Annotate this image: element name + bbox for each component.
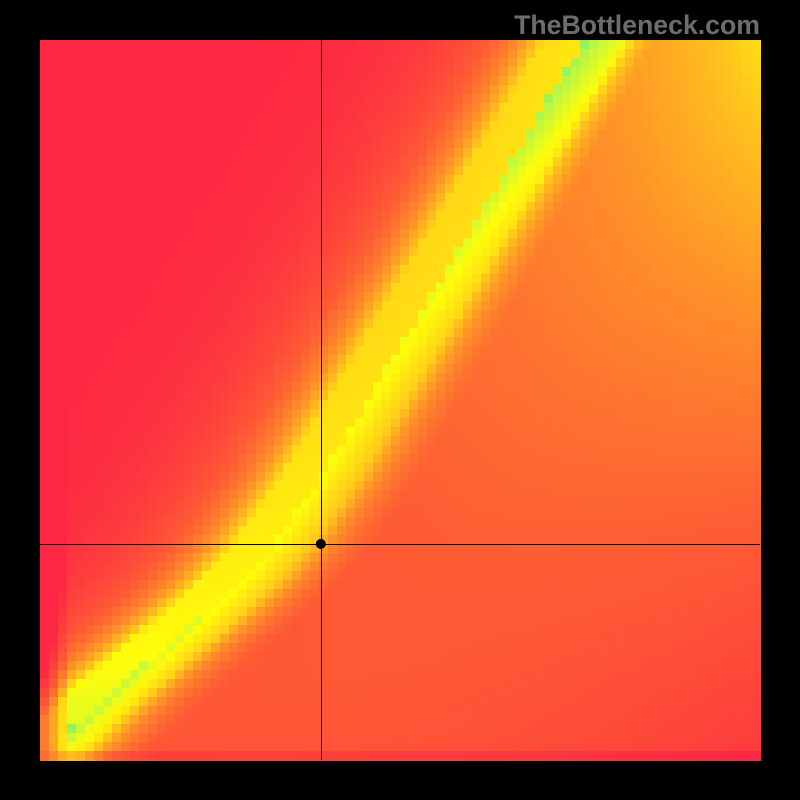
watermark-text: TheBottleneck.com	[514, 10, 760, 41]
heatmap-canvas	[0, 0, 800, 800]
chart-container: { "canvas": { "width_px": 800, "height_p…	[0, 0, 800, 800]
